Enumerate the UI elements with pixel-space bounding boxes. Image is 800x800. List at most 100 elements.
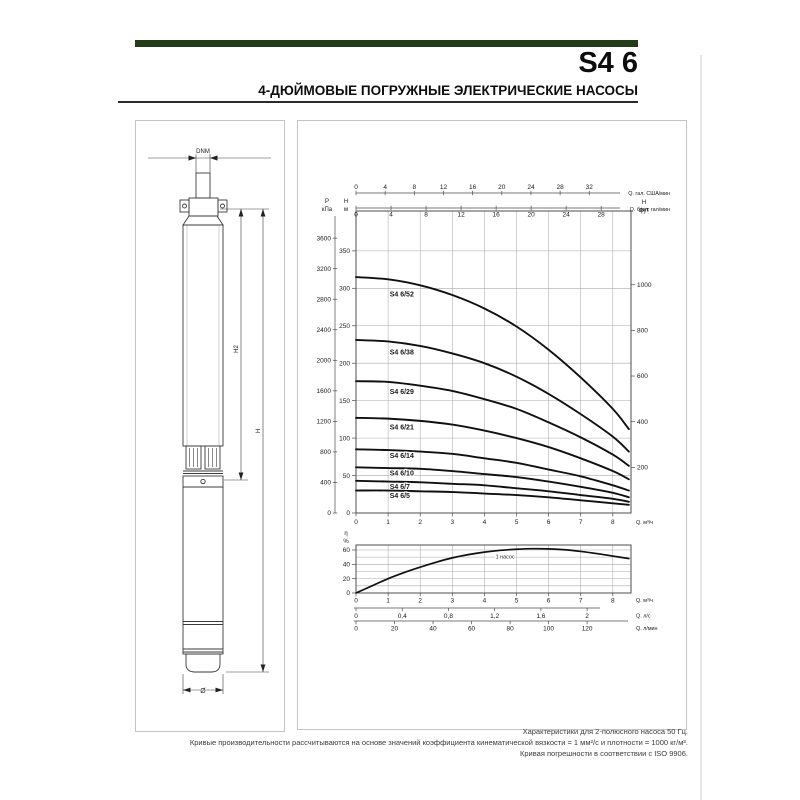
svg-text:5: 5 [515, 519, 519, 526]
svg-text:η: η [344, 531, 347, 537]
svg-text:Q. м³/ч: Q. м³/ч [636, 598, 653, 604]
motor-body [182, 486, 224, 655]
curve-S4-6-7 [355, 479, 630, 503]
svg-text:250: 250 [339, 323, 350, 330]
svg-text:0: 0 [354, 613, 358, 620]
axis-head-meters: 0 50 100 150 200 250 300 350 Hм [339, 199, 356, 517]
svg-text:1,2: 1,2 [490, 613, 499, 620]
svg-text:1: 1 [386, 598, 390, 605]
intake-screen [185, 445, 221, 470]
svg-text:5: 5 [515, 598, 519, 605]
footnote-line: Характеристики для 2-полюсного насоса 50… [522, 727, 688, 736]
svg-text:P: P [325, 199, 329, 205]
svg-text:0: 0 [346, 590, 350, 597]
curve-S4-6-10 [355, 466, 630, 499]
svg-text:0: 0 [354, 519, 358, 526]
svg-text:24: 24 [527, 184, 535, 191]
svg-text:80: 80 [506, 626, 514, 633]
svg-text:0: 0 [354, 598, 358, 605]
head-ear-left [179, 199, 190, 213]
footnote-line: Кривые производительности рассчитываются… [189, 738, 688, 747]
svg-text:0: 0 [354, 212, 358, 219]
svg-text:400: 400 [320, 480, 331, 487]
efficiency-x-axis-0: 0 1 2 3 4 5 6 7 8 Q. м³/ч [354, 593, 653, 605]
efficiency-curve [355, 547, 630, 594]
svg-text:0: 0 [354, 626, 358, 633]
bolt-right [220, 203, 225, 209]
axis-us-gpm: 0 4 8 12 16 20 24 28 32 Q. гал. США/мин [354, 184, 670, 197]
bolt-left [182, 203, 187, 209]
svg-text:Q. гал. США/мин: Q. гал. США/мин [628, 191, 670, 197]
svg-text:20: 20 [343, 576, 351, 583]
svg-text:Q. брит. гал/мин: Q. брит. гал/мин [630, 207, 670, 213]
svg-text:4: 4 [483, 519, 487, 526]
svg-text:6: 6 [547, 519, 551, 526]
svg-text:Q. л/с: Q. л/с [636, 614, 651, 620]
svg-text:7: 7 [579, 519, 583, 526]
svg-text:2: 2 [418, 519, 422, 526]
coupling-ring [182, 475, 224, 488]
page-subtitle: 4-ДЮЙМОВЫЕ ПОГРУЖНЫЕ ЭЛЕКТРИЧЕСКИЕ НАСОС… [258, 83, 638, 98]
header-accent-bar [135, 40, 638, 47]
svg-text:60: 60 [468, 626, 476, 633]
svg-text:40: 40 [429, 626, 437, 633]
svg-text:0,8: 0,8 [444, 613, 453, 620]
efficiency-x-axis-1: 0 0,4 0,8 1,2 1,6 2 Q. л/с [354, 607, 651, 620]
svg-text:2400: 2400 [317, 327, 332, 334]
svg-text:150: 150 [339, 398, 350, 405]
svg-text:1200: 1200 [317, 419, 332, 426]
svg-text:S4 6/21: S4 6/21 [390, 425, 414, 432]
footnotes: Характеристики для 2-полюсного насоса 50… [88, 726, 688, 759]
pump-curves: S4 6/52 S4 6/38 S4 6/29 S4 6/21 S4 6/14 S4 6/… [355, 276, 630, 506]
svg-text:8: 8 [424, 212, 428, 219]
svg-text:16: 16 [492, 212, 500, 219]
svg-text:0: 0 [346, 510, 350, 517]
svg-text:4: 4 [383, 184, 387, 191]
svg-text:120: 120 [582, 626, 593, 633]
svg-text:8: 8 [611, 598, 615, 605]
dnm-arrow-right [210, 155, 218, 161]
svg-text:3600: 3600 [317, 235, 332, 242]
h2-label: H2 [234, 345, 240, 353]
svg-text:%: % [343, 539, 349, 545]
svg-text:2000: 2000 [317, 357, 332, 364]
pump-drawing-panel: DNM [135, 120, 285, 732]
svg-text:S4 6/5: S4 6/5 [390, 493, 410, 500]
svg-text:Q. л/мин: Q. л/мин [636, 626, 658, 632]
svg-text:100: 100 [339, 435, 350, 442]
pump-technical-drawing: DNM [148, 149, 271, 696]
efficiency-frame [355, 544, 632, 594]
svg-text:12: 12 [440, 184, 448, 191]
svg-text:1600: 1600 [317, 388, 332, 395]
svg-text:8: 8 [611, 519, 615, 526]
efficiency-x-axis-2: 0 20 40 60 80 100 120 Q. л/мин [354, 620, 658, 633]
page-title: S4 6 [578, 47, 638, 79]
main-chart-frame [355, 210, 632, 514]
svg-text:100: 100 [543, 626, 554, 633]
main-chart-grid [356, 211, 631, 513]
svg-text:7: 7 [579, 598, 583, 605]
svg-text:350: 350 [339, 248, 350, 255]
curve-S4-6-52 [355, 276, 630, 431]
curve-S4-6-21 [355, 416, 630, 481]
svg-text:3: 3 [450, 598, 454, 605]
pump-body [182, 224, 224, 447]
svg-text:H: H [642, 200, 646, 206]
svg-text:1: 1 [386, 519, 390, 526]
svg-text:6: 6 [547, 598, 551, 605]
diameter-label: Ø [200, 688, 206, 695]
svg-text:0,4: 0,4 [398, 613, 407, 620]
svg-text:200: 200 [637, 465, 648, 472]
svg-text:20: 20 [528, 212, 536, 219]
footnote-line: Кривая погрешности в соответствии с ISO … [520, 749, 688, 758]
svg-text:S4 6/29: S4 6/29 [390, 389, 414, 396]
cable-screw [200, 478, 206, 485]
curve-S4-6-29 [355, 380, 630, 467]
svg-text:2: 2 [585, 613, 589, 620]
svg-text:S4 6/7: S4 6/7 [390, 484, 410, 491]
svg-text:800: 800 [637, 328, 648, 335]
svg-text:2: 2 [418, 598, 422, 605]
svg-text:S4 6/38: S4 6/38 [390, 350, 414, 357]
